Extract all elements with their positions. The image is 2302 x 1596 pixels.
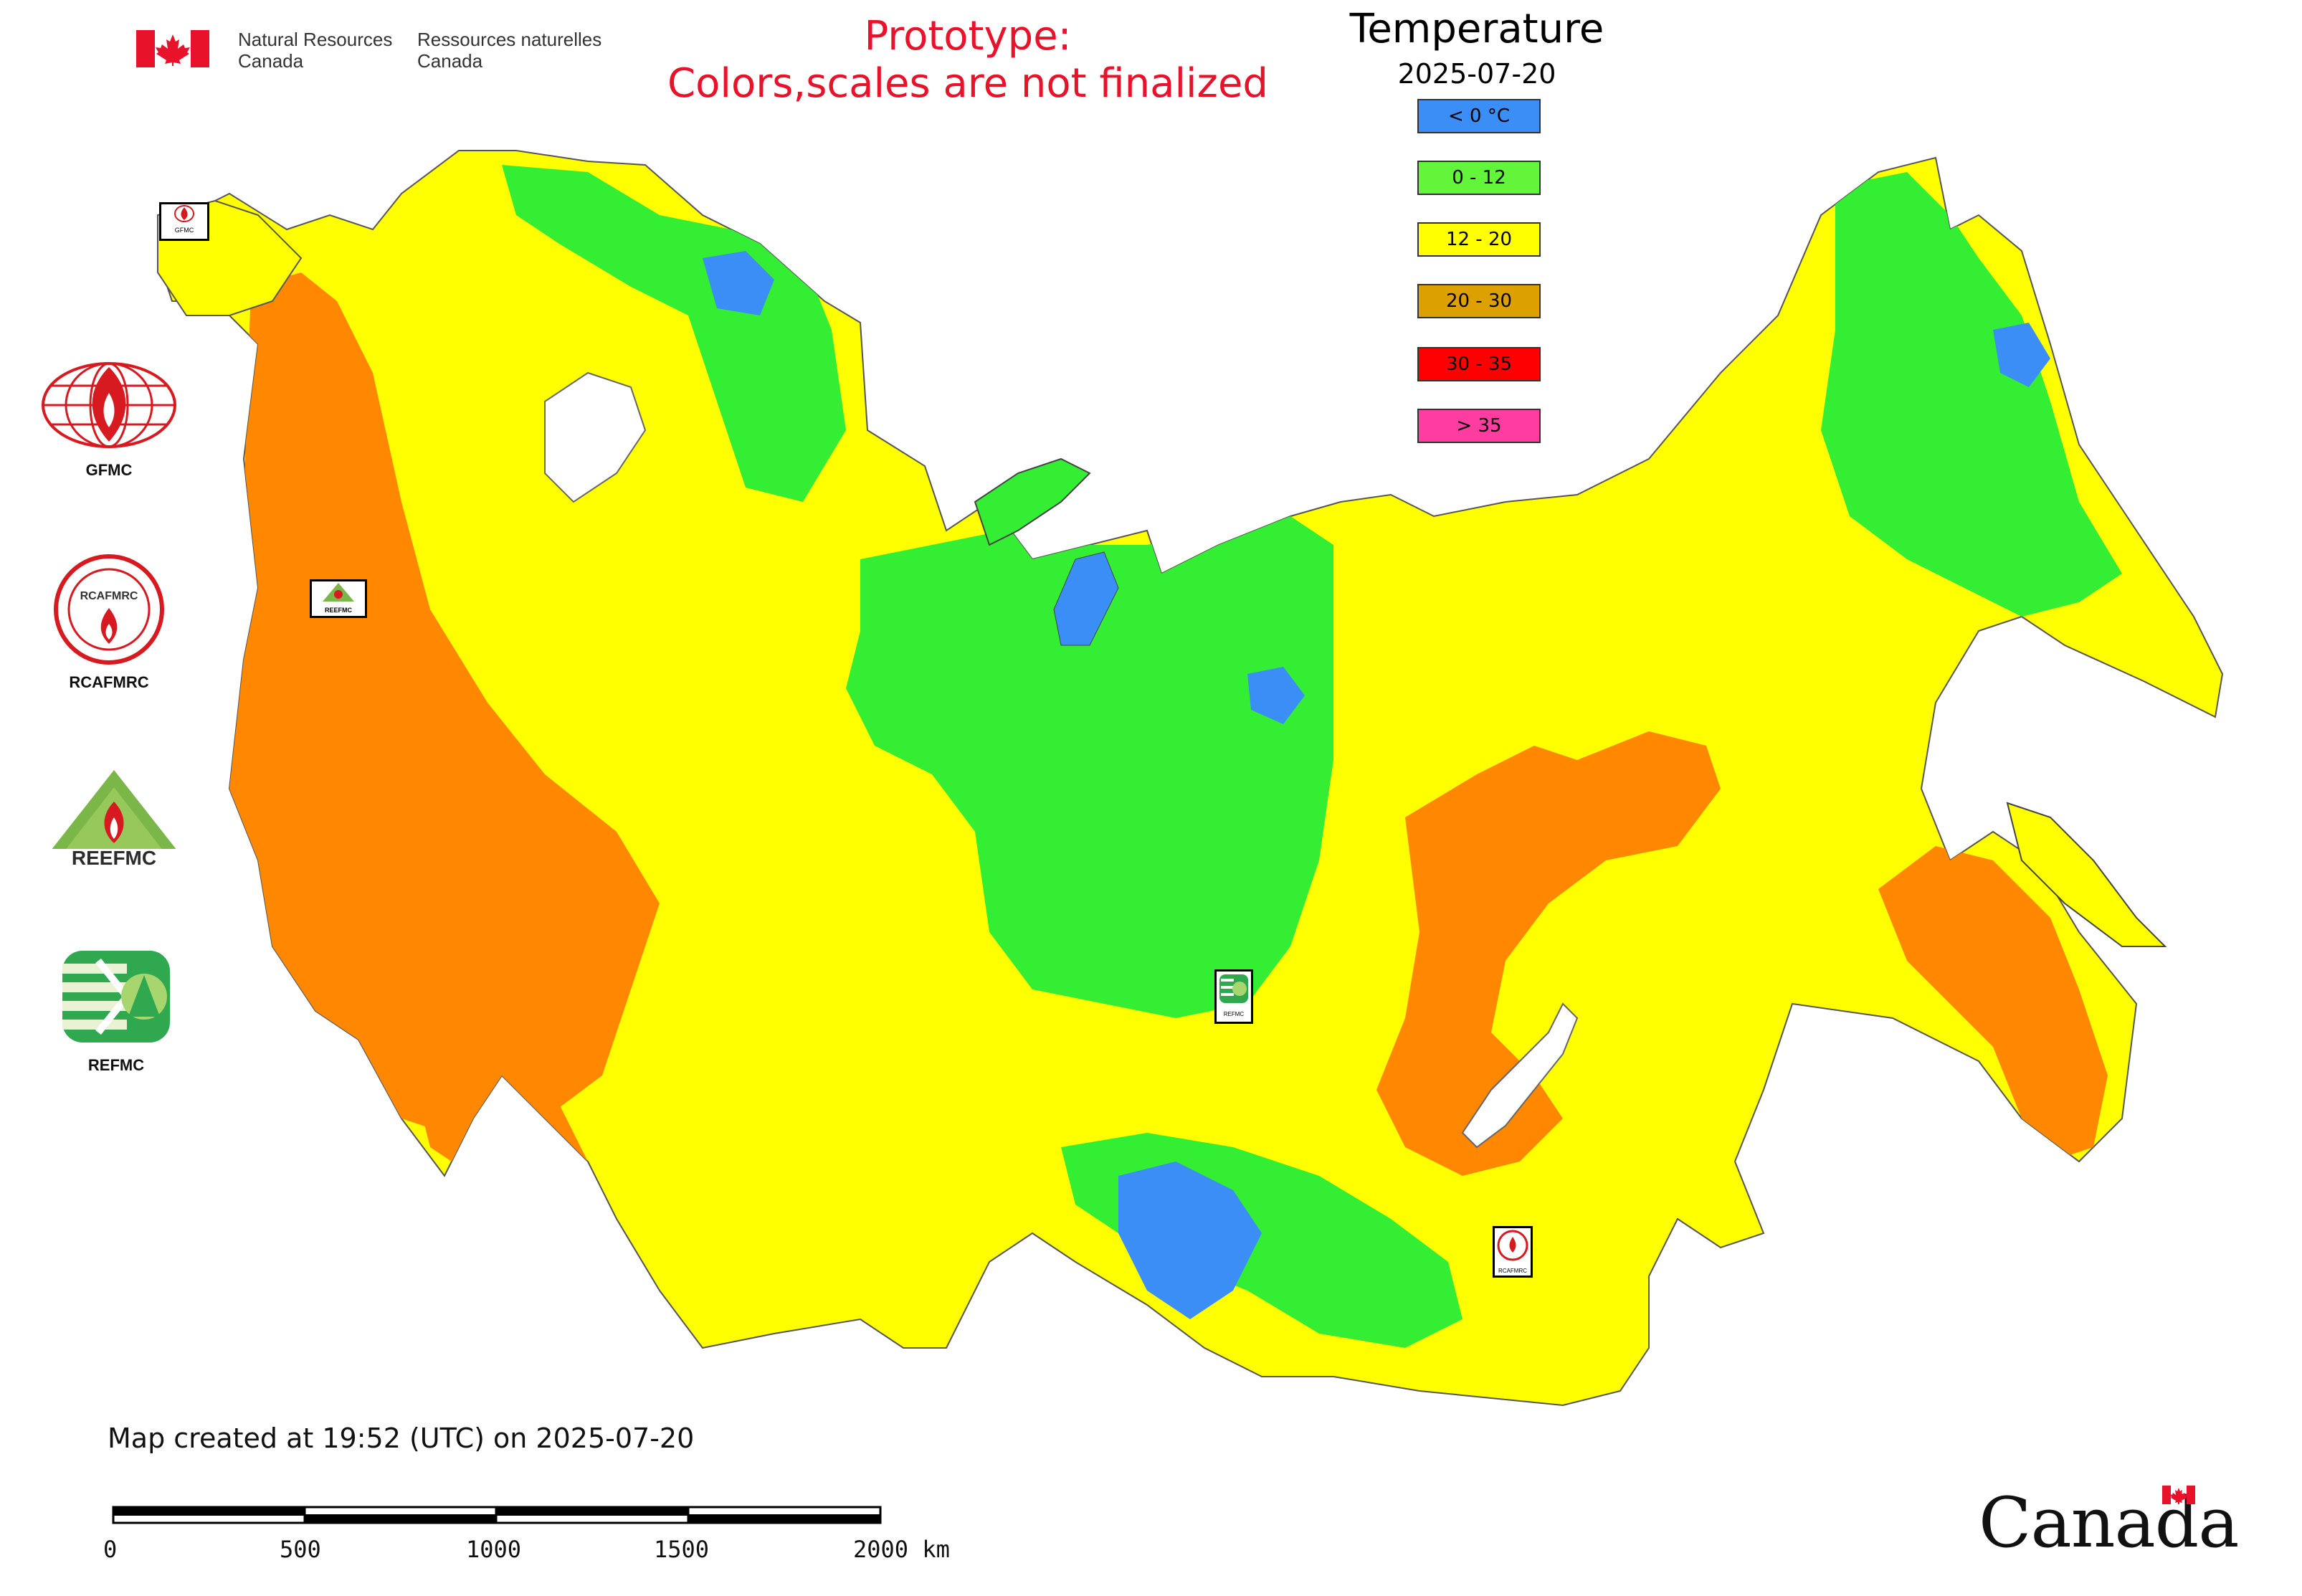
map-marker-rcafmrc[interactable]: RCAFMRC [1493, 1226, 1533, 1278]
zone-cool-fareast [1821, 172, 2122, 617]
zone-cold-putorana [1247, 667, 1305, 724]
canada-wordmark-flag-icon [2162, 1486, 2195, 1504]
refmc-logo-icon [62, 951, 170, 1042]
lake-baikal [1461, 1002, 1579, 1149]
map-marker-rcafmrc-label: RCAFMRC [1498, 1268, 1527, 1274]
map-marker-refmc[interactable]: REFMC [1214, 969, 1253, 1024]
zone-warm-amur [1878, 846, 2108, 1162]
side-logo-refmc-label: REFMC [87, 1056, 145, 1074]
canada-wordmark-text: Canada [1979, 1483, 2239, 1563]
gfmc-mini-icon [174, 205, 194, 222]
legend-title: Temperature [1349, 6, 1604, 52]
side-logo-rcafmrc[interactable]: RCAFMRC RCAFMRC [44, 552, 173, 691]
org-name-fr-line2: Canada [417, 50, 483, 72]
map-marker-reefmc[interactable]: REEFMC [310, 579, 367, 618]
side-logo-gfmc-label: GFMC [85, 461, 133, 479]
zone-cold-altai [1118, 1162, 1262, 1319]
map-marker-gfmc[interactable]: GFMC [159, 202, 209, 241]
scale-label: 1500 [654, 1536, 710, 1563]
zone-cold-kola [703, 251, 774, 315]
legend-item: > 35 [1417, 409, 1541, 443]
legend-date: 2025-07-20 [1397, 58, 1556, 90]
zone-warm-baikal [1376, 731, 1721, 1176]
map-marker-refmc-label: REFMC [1223, 1011, 1245, 1017]
prototype-notice: Prototype: Colors,scales are not finaliz… [645, 13, 1290, 108]
zone-cool-siberia [846, 516, 1333, 1018]
legend-item: < 0 °C [1417, 99, 1541, 133]
island-sakhalin [2006, 802, 2167, 947]
scale-bar [112, 1506, 882, 1524]
canada-flag-icon [136, 30, 209, 67]
rcafmrc-mini-icon [1497, 1230, 1528, 1261]
prototype-notice-line2: Colors,scales are not finalized [667, 60, 1268, 107]
reefmc-mini-icon [323, 583, 354, 602]
map-marker-gfmc-label: GFMC [174, 227, 194, 234]
scale-label: 500 [280, 1536, 321, 1563]
svg-text:REEFMC: REEFMC [72, 847, 156, 869]
reefmc-logo-icon: REEFMC [37, 770, 191, 869]
side-logo-gfmc[interactable]: GFMC [37, 358, 181, 479]
legend-item: 12 - 20 [1417, 222, 1541, 257]
org-name-en-line2: Canada [238, 50, 304, 72]
svg-text:RCAFMRC: RCAFMRC [80, 590, 138, 602]
zone-warm-europe [215, 272, 660, 1133]
legend-item: 30 - 35 [1417, 347, 1541, 381]
island-novaya-zemlya [974, 457, 1091, 546]
side-logo-reefmc[interactable]: REEFMC [37, 766, 191, 873]
refmc-mini-icon [1219, 974, 1248, 1003]
org-name-fr: Ressources naturelles Canada [417, 29, 601, 72]
temperature-zones [215, 165, 2122, 1348]
prototype-notice-line1: Prototype: [864, 13, 1072, 60]
scale-label: 1000 [466, 1536, 522, 1563]
org-name-en-line1: Natural Resources [238, 29, 393, 50]
gfmc-logo-icon [42, 362, 176, 448]
zone-cool-nw [502, 165, 846, 502]
rcafmrc-logo-icon: RCAFMRC [54, 554, 164, 665]
canada-wordmark: Canada [1979, 1483, 2239, 1569]
zone-cold-yamal [1053, 551, 1119, 646]
org-name-fr-line1: Ressources naturelles [417, 29, 602, 50]
zone-cold-kamchatka [1993, 323, 2050, 387]
white-sea [544, 371, 647, 503]
legend-item: 0 - 12 [1417, 161, 1541, 195]
legend-item: 20 - 30 [1417, 284, 1541, 318]
org-name-en: Natural Resources Canada [238, 29, 392, 72]
scale-label: 0 [103, 1536, 118, 1563]
side-logo-refmc[interactable]: REFMC [52, 946, 181, 1090]
map-marker-reefmc-label: REEFMC [325, 607, 352, 614]
map-created-text: Map created at 19:52 (UTC) on 2025-07-20 [108, 1422, 695, 1454]
side-logo-rcafmrc-label: RCAFMRC [69, 673, 149, 691]
scale-label: 2000 km [853, 1536, 950, 1563]
